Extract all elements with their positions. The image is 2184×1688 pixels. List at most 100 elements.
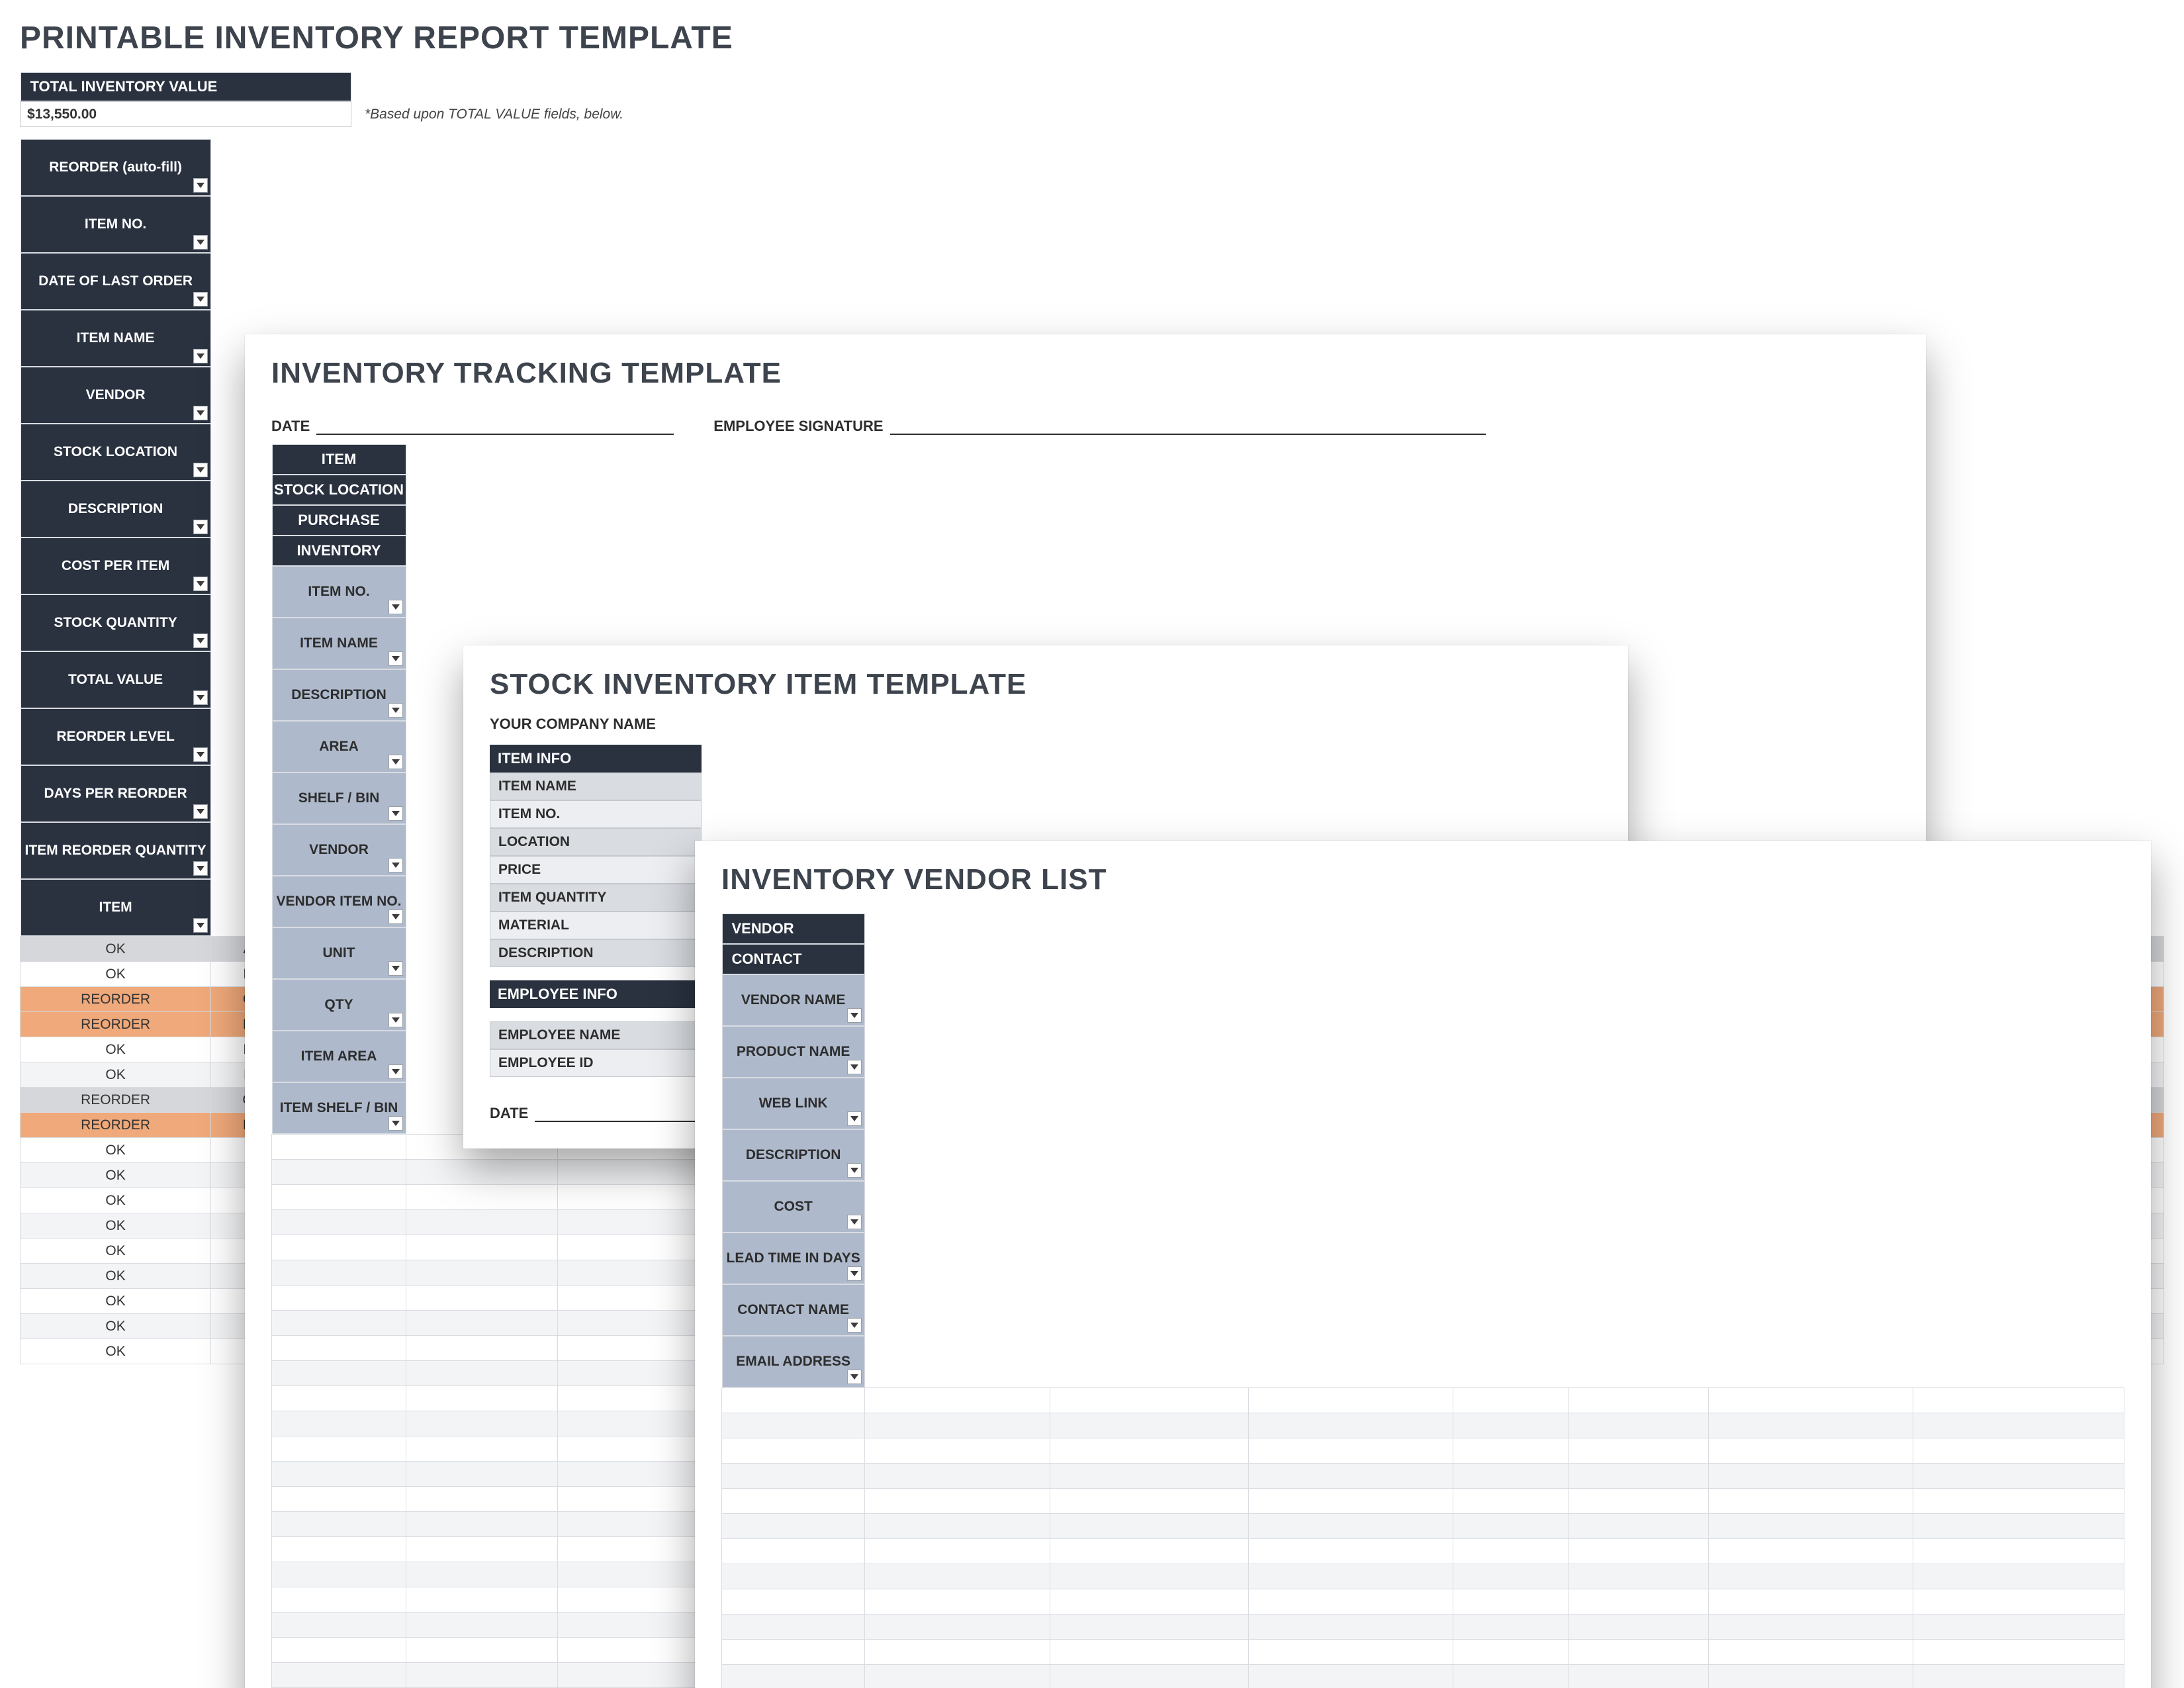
- table-cell: [272, 1361, 406, 1386]
- table-row[interactable]: [722, 1589, 2124, 1615]
- column-header[interactable]: ITEM SHELF / BIN: [272, 1082, 406, 1134]
- column-header[interactable]: ITEM NO.: [21, 196, 211, 253]
- table-cell: [272, 1336, 406, 1361]
- table-row[interactable]: [722, 1615, 2124, 1640]
- column-header[interactable]: SHELF / BIN: [272, 773, 406, 824]
- filter-dropdown-icon[interactable]: [847, 1163, 862, 1178]
- table-cell: [406, 1160, 558, 1185]
- filter-dropdown-icon[interactable]: [193, 918, 208, 933]
- table-cell: [272, 1235, 406, 1260]
- column-group-header: ITEM: [272, 444, 406, 475]
- table-cell: [1050, 1589, 1248, 1615]
- table-row[interactable]: [722, 1564, 2124, 1589]
- table-cell: [1913, 1539, 2124, 1564]
- filter-dropdown-icon[interactable]: [388, 858, 403, 872]
- filter-dropdown-icon[interactable]: [193, 178, 208, 193]
- column-header[interactable]: LEAD TIME IN DAYS: [722, 1233, 865, 1284]
- filter-dropdown-icon[interactable]: [847, 1060, 862, 1074]
- item-field-label: ITEM NO.: [490, 800, 702, 828]
- column-header[interactable]: DAYS PER REORDER: [21, 765, 211, 822]
- column-header[interactable]: COST: [722, 1181, 865, 1233]
- column-header[interactable]: QTY: [272, 979, 406, 1031]
- filter-dropdown-icon[interactable]: [388, 755, 403, 769]
- column-header[interactable]: STOCK LOCATION: [21, 424, 211, 481]
- filter-dropdown-icon[interactable]: [847, 1370, 862, 1384]
- filter-dropdown-icon[interactable]: [388, 961, 403, 976]
- column-header[interactable]: UNIT: [272, 927, 406, 979]
- column-header[interactable]: ITEM: [21, 879, 211, 936]
- table-row[interactable]: [722, 1388, 2124, 1413]
- filter-dropdown-icon[interactable]: [847, 1215, 862, 1229]
- filter-dropdown-icon[interactable]: [193, 463, 208, 477]
- filter-dropdown-icon[interactable]: [193, 235, 208, 250]
- filter-dropdown-icon[interactable]: [847, 1111, 862, 1126]
- column-header[interactable]: VENDOR ITEM NO.: [272, 876, 406, 927]
- column-header[interactable]: DESCRIPTION: [21, 481, 211, 538]
- column-header[interactable]: DESCRIPTION: [722, 1129, 865, 1181]
- column-header[interactable]: STOCK QUANTITY: [21, 594, 211, 651]
- table-row[interactable]: [722, 1413, 2124, 1438]
- table-row[interactable]: [722, 1539, 2124, 1564]
- filter-dropdown-icon[interactable]: [193, 804, 208, 819]
- column-header[interactable]: DATE OF LAST ORDER: [21, 253, 211, 310]
- table-cell: [1050, 1564, 1248, 1589]
- table-cell: OK: [21, 962, 211, 987]
- column-header[interactable]: ITEM AREA: [272, 1031, 406, 1082]
- column-header[interactable]: PRODUCT NAME: [722, 1026, 865, 1078]
- table-cell: [1913, 1514, 2124, 1539]
- table-row[interactable]: [722, 1640, 2124, 1665]
- table-row[interactable]: [722, 1464, 2124, 1489]
- filter-dropdown-icon[interactable]: [193, 349, 208, 363]
- table-cell: [1453, 1564, 1568, 1589]
- table-row[interactable]: [722, 1665, 2124, 1688]
- filter-dropdown-icon[interactable]: [193, 690, 208, 705]
- table-cell: [1913, 1388, 2124, 1413]
- filter-dropdown-icon[interactable]: [847, 1318, 862, 1333]
- column-header[interactable]: DESCRIPTION: [272, 669, 406, 721]
- filter-dropdown-icon[interactable]: [388, 1064, 403, 1079]
- column-header[interactable]: COST PER ITEM: [21, 538, 211, 594]
- filter-dropdown-icon[interactable]: [388, 1116, 403, 1131]
- filter-dropdown-icon[interactable]: [847, 1266, 862, 1281]
- table-cell: [406, 1336, 558, 1361]
- filter-dropdown-icon[interactable]: [193, 520, 208, 534]
- table-cell: [865, 1589, 1050, 1615]
- filter-dropdown-icon[interactable]: [847, 1008, 862, 1023]
- table-cell: [272, 1160, 406, 1185]
- column-header[interactable]: ITEM NAME: [272, 618, 406, 669]
- column-header[interactable]: VENDOR: [21, 367, 211, 424]
- column-header[interactable]: EMAIL ADDRESS: [722, 1336, 865, 1387]
- filter-dropdown-icon[interactable]: [193, 861, 208, 876]
- column-header[interactable]: WEB LINK: [722, 1078, 865, 1129]
- column-header[interactable]: ITEM REORDER QUANTITY: [21, 822, 211, 879]
- filter-dropdown-icon[interactable]: [193, 633, 208, 648]
- table-cell: [406, 1361, 558, 1386]
- column-header[interactable]: AREA: [272, 721, 406, 773]
- table-cell: [1709, 1388, 1913, 1413]
- filter-dropdown-icon[interactable]: [388, 806, 403, 821]
- table-cell: [1568, 1388, 1709, 1413]
- filter-dropdown-icon[interactable]: [193, 406, 208, 420]
- column-header[interactable]: REORDER (auto-fill): [21, 139, 211, 196]
- column-header[interactable]: REORDER LEVEL: [21, 708, 211, 765]
- table-row[interactable]: [722, 1438, 2124, 1464]
- column-header[interactable]: TOTAL VALUE: [21, 651, 211, 708]
- column-header[interactable]: ITEM NAME: [21, 310, 211, 367]
- filter-dropdown-icon[interactable]: [388, 600, 403, 614]
- column-header[interactable]: CONTACT NAME: [722, 1284, 865, 1336]
- table-cell: OK: [21, 1339, 211, 1364]
- filter-dropdown-icon[interactable]: [388, 1013, 403, 1027]
- filter-dropdown-icon[interactable]: [193, 292, 208, 306]
- filter-dropdown-icon[interactable]: [388, 651, 403, 666]
- table-row[interactable]: [722, 1514, 2124, 1539]
- filter-dropdown-icon[interactable]: [388, 703, 403, 718]
- table-row[interactable]: [722, 1489, 2124, 1514]
- filter-dropdown-icon[interactable]: [193, 747, 208, 762]
- column-header[interactable]: VENDOR: [272, 824, 406, 876]
- column-header[interactable]: VENDOR NAME: [722, 974, 865, 1026]
- filter-dropdown-icon[interactable]: [388, 910, 403, 924]
- table-cell: REORDER: [21, 1088, 211, 1113]
- column-header[interactable]: ITEM NO.: [272, 566, 406, 618]
- filter-dropdown-icon[interactable]: [193, 577, 208, 591]
- table-cell: [865, 1615, 1050, 1640]
